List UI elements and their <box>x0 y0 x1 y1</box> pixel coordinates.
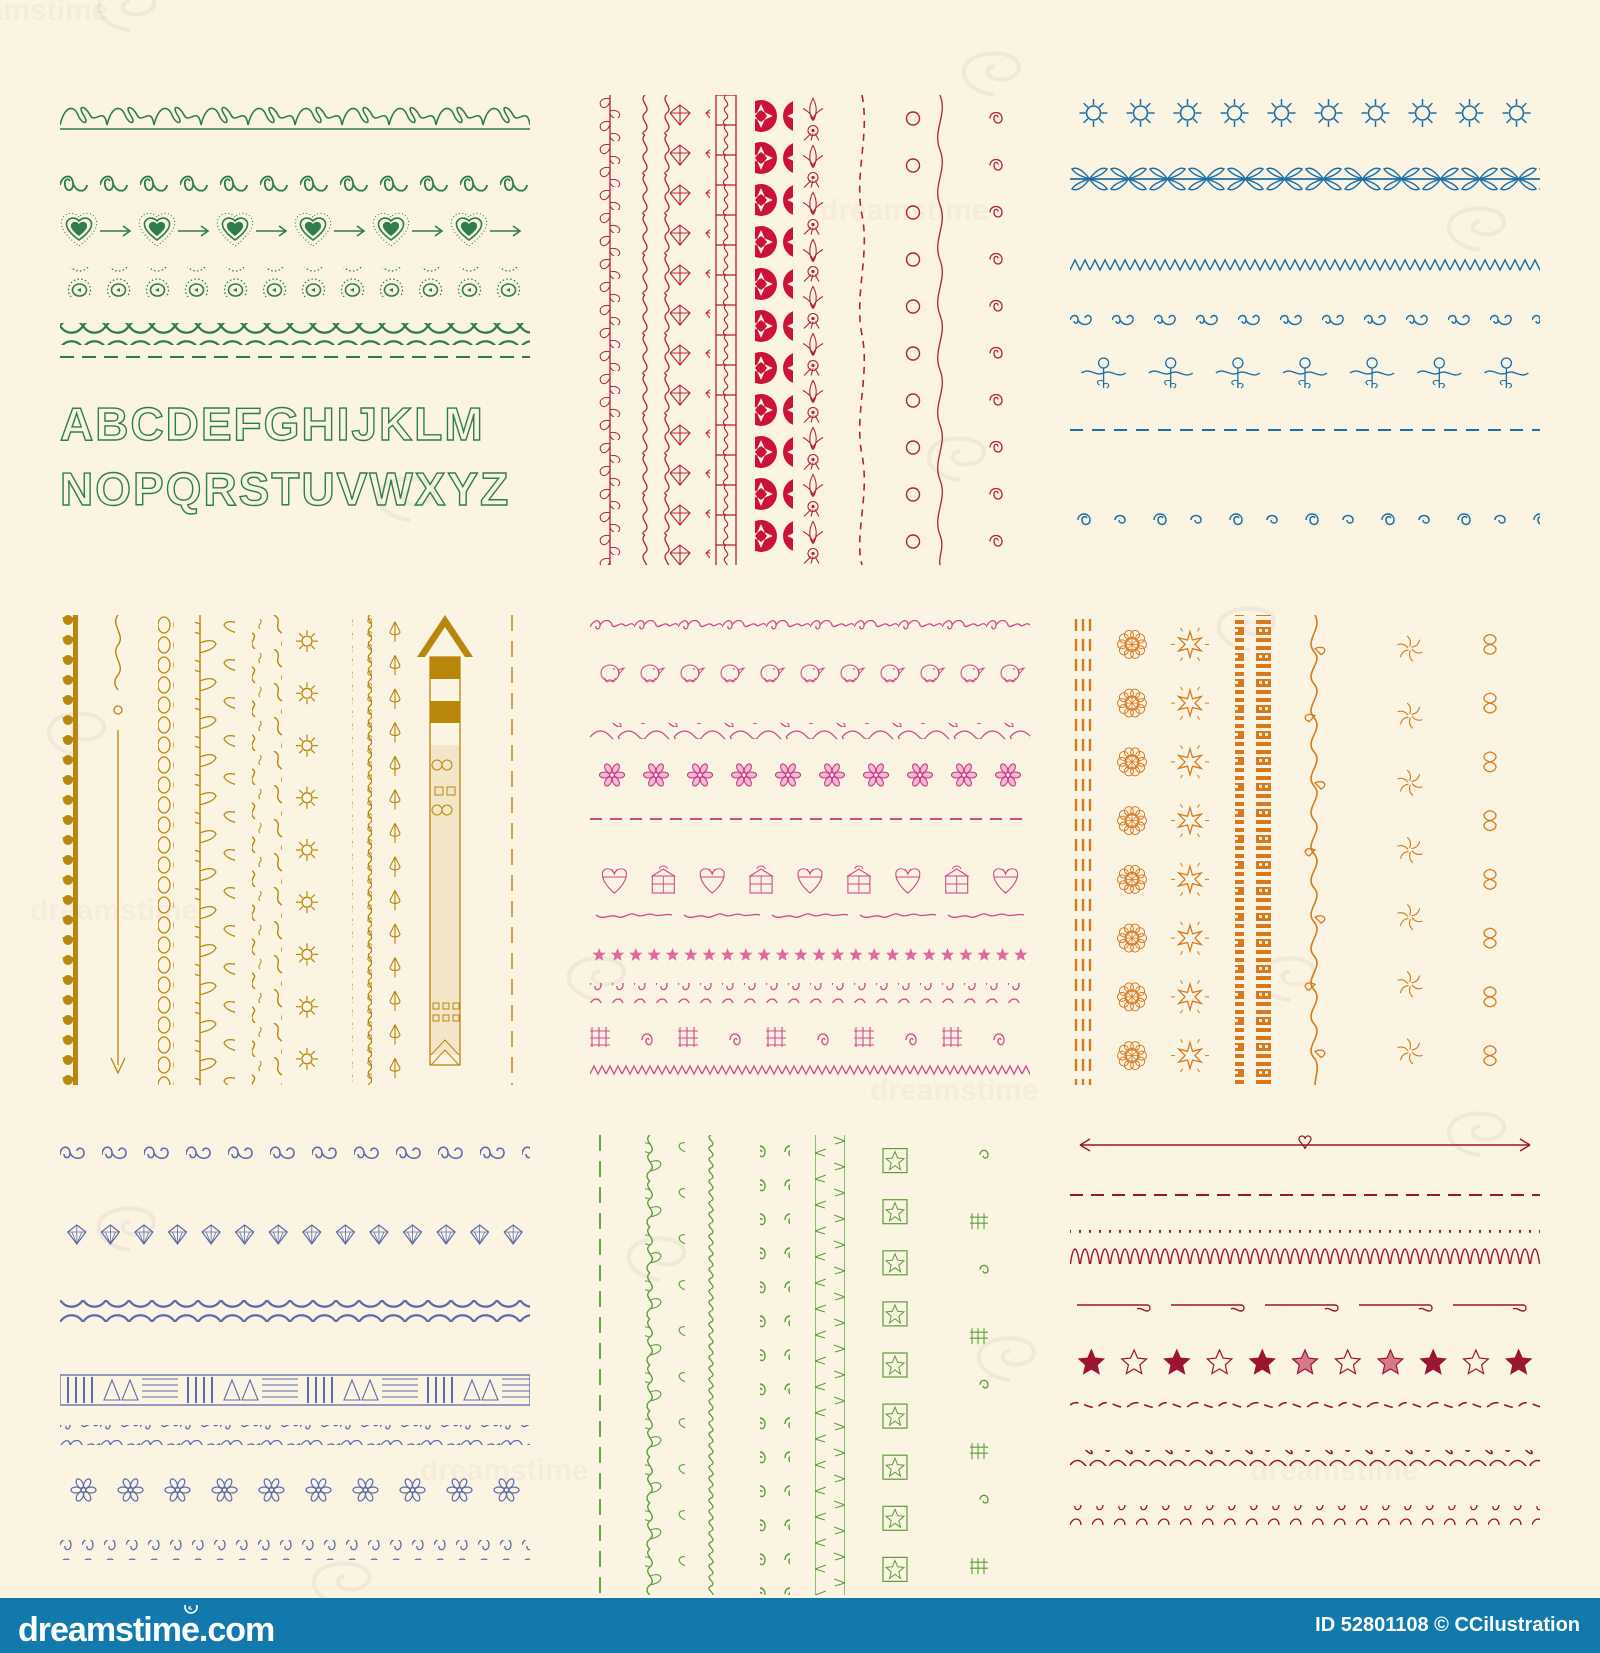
svg-text:ABCDEFGHIJKLM: ABCDEFGHIJKLM <box>60 398 485 450</box>
svg-text:NOPQRSTUVWXYZ: NOPQRSTUVWXYZ <box>60 463 510 515</box>
svg-text:dreamstime.com: dreamstime.com <box>18 1611 274 1649</box>
svg-text:dreamstime: dreamstime <box>0 0 108 27</box>
